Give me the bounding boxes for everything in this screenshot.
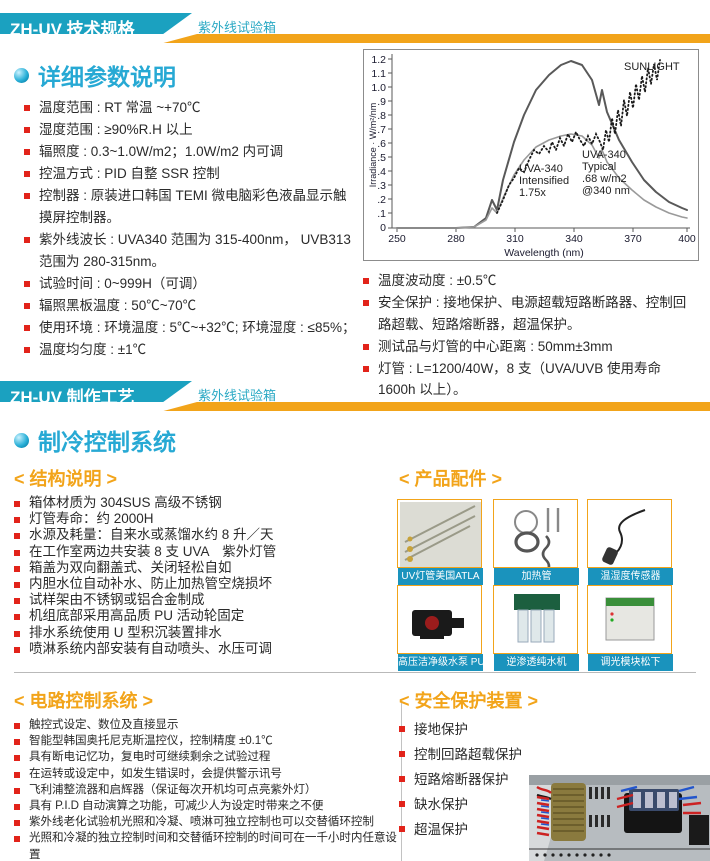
svg-text:.6: .6 <box>377 138 386 150</box>
svg-text:1.2: 1.2 <box>371 54 386 66</box>
svg-text:1.75x: 1.75x <box>519 187 546 199</box>
svg-text:.2: .2 <box>377 194 386 206</box>
svg-text:.8: .8 <box>377 110 386 122</box>
svg-text:.1: .1 <box>377 208 386 220</box>
svg-text:.3: .3 <box>377 180 386 192</box>
svg-text:.9: .9 <box>377 96 386 108</box>
svg-text:Wavelength (nm): Wavelength (nm) <box>504 247 584 259</box>
svg-text:250: 250 <box>388 233 406 245</box>
svg-text:.68 w/m2: .68 w/m2 <box>582 173 627 185</box>
svg-text:400: 400 <box>678 233 696 245</box>
svg-text:1.1: 1.1 <box>371 68 386 80</box>
svg-text:370: 370 <box>624 233 642 245</box>
svg-text:.4: .4 <box>377 166 386 178</box>
svg-text:310: 310 <box>506 233 524 245</box>
svg-text:@340 nm: @340 nm <box>582 185 630 197</box>
svg-text:340: 340 <box>565 233 583 245</box>
svg-text:Typical: Typical <box>582 161 616 173</box>
svg-text:0: 0 <box>380 222 386 234</box>
svg-text:280: 280 <box>447 233 465 245</box>
svg-text:SUNLIGHT: SUNLIGHT <box>624 61 680 73</box>
svg-text:.7: .7 <box>377 124 386 136</box>
svg-text:Irradiance · W/m²/nm: Irradiance · W/m²/nm <box>368 103 378 188</box>
svg-text:UVA-340: UVA-340 <box>519 163 563 175</box>
svg-text:.5: .5 <box>377 152 386 164</box>
svg-text:UVA-340: UVA-340 <box>582 149 626 161</box>
svg-text:Intensified: Intensified <box>519 175 569 187</box>
svg-text:1.0: 1.0 <box>371 82 386 94</box>
